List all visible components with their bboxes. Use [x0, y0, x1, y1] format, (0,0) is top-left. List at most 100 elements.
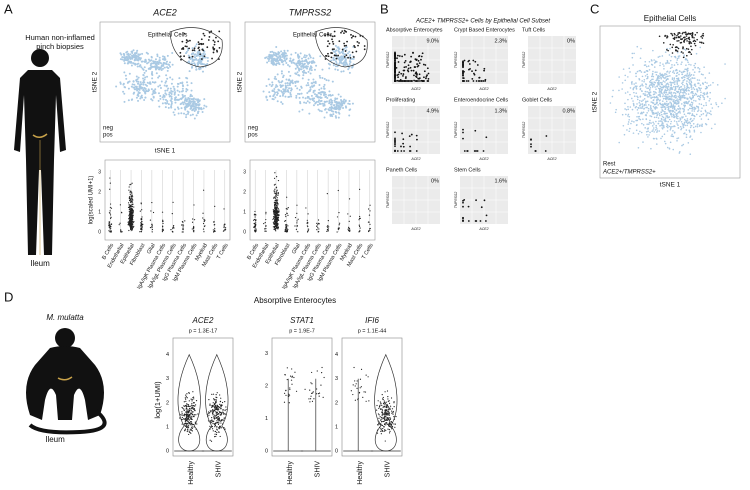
cell-dot	[680, 91, 682, 94]
cell-dot	[156, 60, 159, 63]
cell-dot	[664, 106, 666, 108]
cell-dot	[328, 63, 331, 66]
facet-dot	[462, 74, 464, 77]
violin-dot	[318, 392, 321, 394]
pos-dot	[677, 36, 680, 39]
cell-dot	[283, 49, 286, 52]
label: 0%	[567, 38, 575, 44]
strip-dot	[265, 213, 267, 215]
violin-dot	[380, 418, 382, 420]
violin-dot	[215, 401, 217, 403]
cell-dot	[203, 50, 206, 53]
facet-dot	[394, 61, 396, 64]
strip-dot	[347, 229, 350, 232]
cell-dot	[308, 68, 311, 71]
cell-dot	[653, 107, 656, 109]
strip-dot	[275, 210, 277, 212]
facet-dot	[476, 150, 479, 152]
violin-dot	[216, 429, 218, 431]
facet-dot	[406, 80, 409, 82]
strip-dot	[284, 220, 286, 222]
violin-dot	[387, 425, 390, 427]
cell-dot	[660, 113, 663, 116]
cell-dot	[333, 99, 336, 102]
cell-dot	[196, 52, 199, 55]
cell-dot	[674, 99, 677, 102]
cell-dot	[176, 85, 179, 88]
violin-dot	[289, 388, 291, 391]
violin-dot	[208, 399, 210, 401]
cell-dot	[657, 56, 660, 58]
cell-dot	[161, 102, 164, 105]
violin-dot	[193, 398, 195, 400]
cell-dot	[690, 101, 693, 104]
cell-dot	[677, 124, 679, 126]
facet-dot	[415, 80, 418, 82]
cell-dot	[694, 85, 697, 87]
strip-dot	[368, 221, 370, 223]
cell-dot	[142, 77, 145, 80]
cell-dot	[187, 112, 190, 115]
violin-dot	[214, 414, 216, 416]
facet-dot	[394, 63, 396, 66]
violin-dot	[209, 404, 211, 406]
cell-dot	[286, 82, 289, 85]
cell-dot	[694, 62, 697, 65]
cell-dot	[663, 140, 666, 143]
cell-dot	[627, 105, 629, 108]
strip-dot	[109, 210, 111, 212]
pos-dot	[218, 58, 220, 61]
cell-dot	[658, 91, 661, 93]
cell-dot	[318, 102, 321, 105]
strip-dot	[224, 227, 227, 229]
strip-dot	[140, 228, 142, 230]
strip-dot	[326, 230, 328, 232]
cell-dot	[197, 101, 200, 104]
cell-dot	[709, 91, 712, 94]
strip-dot	[128, 221, 130, 223]
cell-dot	[190, 89, 193, 92]
cell-dot	[668, 125, 671, 128]
cell-dot	[274, 52, 277, 55]
cell-dot	[344, 59, 347, 62]
cell-dot	[652, 90, 655, 93]
cell-dot	[286, 89, 289, 92]
label: TMPRSS2	[289, 7, 332, 17]
cell-dot	[664, 142, 667, 145]
strip-dot	[277, 210, 279, 213]
cell-dot	[666, 126, 669, 129]
violin-dot	[224, 413, 227, 415]
pos-dot	[185, 45, 188, 48]
cell-dot	[682, 83, 684, 86]
strip-dot	[128, 229, 130, 232]
cell-dot	[667, 75, 669, 77]
facet-dot	[409, 66, 412, 69]
violin-dot	[288, 402, 290, 404]
cell-dot	[332, 57, 335, 60]
cell-dot	[678, 120, 680, 123]
cell-dot	[686, 120, 689, 122]
cell-dot	[680, 85, 683, 88]
violin-dot	[224, 409, 226, 412]
strip-dot	[139, 210, 141, 212]
cell-dot	[337, 104, 340, 107]
pos-dot	[179, 55, 182, 58]
strip-dot	[152, 211, 155, 214]
cell-dot	[142, 81, 145, 84]
strip-dot	[274, 214, 276, 216]
cell-dot	[309, 72, 312, 75]
violin-dot	[214, 433, 216, 435]
facet-dot	[420, 55, 423, 58]
cell-dot	[140, 83, 143, 86]
cell-dot	[267, 78, 270, 81]
strip-dot	[131, 182, 133, 184]
strip-dot	[170, 229, 172, 231]
cell-dot	[262, 90, 265, 93]
cell-dot	[686, 73, 689, 75]
cell-dot	[643, 80, 645, 83]
cell-dot	[296, 71, 299, 74]
violin-dot	[222, 418, 224, 421]
label: Epithelial Cells	[644, 14, 696, 23]
violin-dot	[367, 376, 369, 378]
cell-dot	[342, 70, 345, 73]
